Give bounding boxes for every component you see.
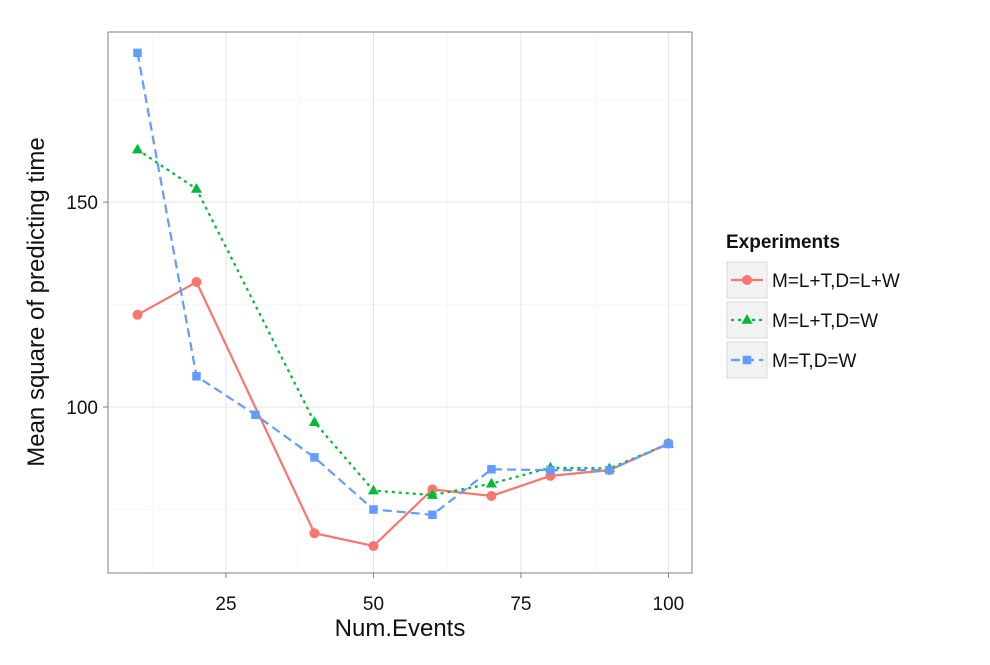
x-tick-label: 25 xyxy=(215,594,236,615)
y-axis-label: Mean square of predicting time xyxy=(23,137,50,467)
x-tick-label: 50 xyxy=(363,594,384,615)
data-point xyxy=(192,372,201,381)
series-layer xyxy=(131,48,674,551)
data-point xyxy=(486,490,497,501)
legend-label: M=L+T,D=L+W xyxy=(772,271,900,292)
series-square xyxy=(133,48,673,520)
panel-border xyxy=(107,31,693,574)
data-point xyxy=(191,277,202,288)
data-point xyxy=(133,48,142,58)
data-point xyxy=(309,528,320,539)
data-point xyxy=(190,183,202,193)
data-point xyxy=(251,410,260,420)
data-point xyxy=(605,465,614,475)
data-point xyxy=(308,416,320,426)
y-tick-label: 100 xyxy=(66,398,98,419)
legend-key-marker xyxy=(741,314,753,324)
data-point xyxy=(132,309,143,320)
data-point xyxy=(487,465,496,474)
series-line xyxy=(136,52,669,516)
data-point xyxy=(426,489,438,499)
legend-title: Experiments xyxy=(726,232,840,253)
legend-key-marker xyxy=(742,275,752,285)
data-point xyxy=(485,477,497,488)
data-point xyxy=(546,465,555,475)
legend-key-marker xyxy=(742,355,752,365)
data-point xyxy=(368,540,379,551)
legend-label: M=L+T,D=W xyxy=(772,311,878,332)
data-point xyxy=(310,453,319,462)
x-tick-label: 75 xyxy=(510,594,531,615)
data-point xyxy=(131,143,144,154)
x-axis-label: Num.Events xyxy=(335,615,466,642)
data-point xyxy=(428,510,437,520)
y-tick-label: 150 xyxy=(66,193,98,214)
x-tick-label: 100 xyxy=(653,594,685,615)
data-point xyxy=(664,439,673,449)
data-point xyxy=(367,484,379,495)
legend-label: M=T,D=W xyxy=(772,351,857,372)
legend: Experiments M=L+T,D=L+W M=L+T,D=W M=T,D=W xyxy=(726,232,900,379)
grid-lines xyxy=(108,32,692,573)
data-point xyxy=(369,505,378,514)
axis-layer: 25 50 75 100 100 150 xyxy=(66,193,684,615)
